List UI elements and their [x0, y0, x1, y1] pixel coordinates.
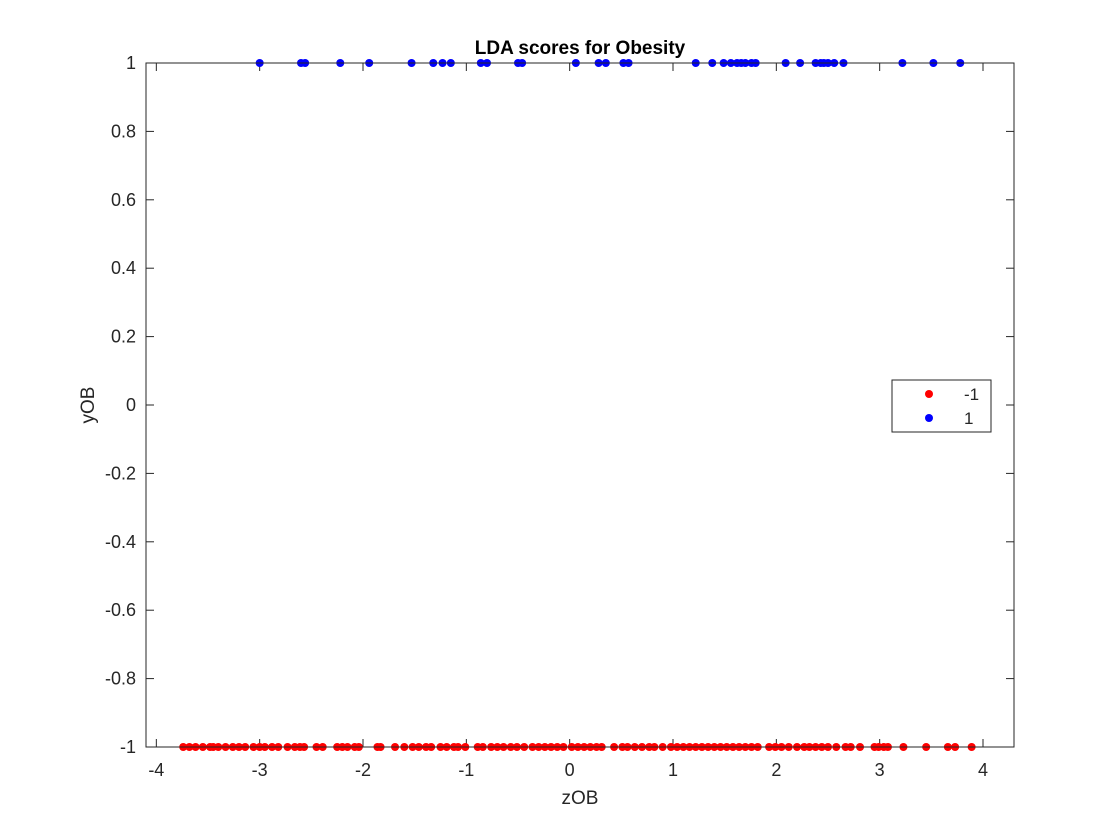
- x-tick-label: 3: [875, 760, 885, 780]
- y-tick-label: -1: [120, 737, 136, 757]
- chart-title: LDA scores for Obesity: [475, 38, 686, 59]
- x-axis-label: zOB: [562, 788, 599, 809]
- y-tick-label: 1: [126, 53, 136, 73]
- plot-area: [146, 63, 1014, 747]
- ticks-layer: -4 -3 -2 -1 0 1 2 3 4 -1 -0.8 -0.6 -0.4 -0.2 0 0.2 0.4 0.…: [105, 53, 1014, 780]
- x-tick-label: 1: [668, 760, 678, 780]
- x-tick-label: 2: [771, 760, 781, 780]
- y-axis-label: yOB: [78, 387, 99, 424]
- y-tick-label: -0.8: [105, 669, 136, 689]
- y-tick-label: 0: [126, 395, 136, 415]
- legend-label-pos1: 1: [964, 409, 973, 428]
- legend-box: [891, 379, 992, 433]
- x-tick-label: -4: [148, 760, 164, 780]
- y-tick-label: 0.6: [111, 190, 136, 210]
- plot-frame: [145, 62, 1015, 748]
- x-tick-label: 4: [978, 760, 988, 780]
- x-tick-label: -2: [355, 760, 371, 780]
- y-tick-label: -0.2: [105, 463, 136, 483]
- legend-marker-pos1: [925, 414, 933, 422]
- x-tick-label: -1: [458, 760, 474, 780]
- x-tick-label: 0: [565, 760, 575, 780]
- legend: -1 1: [891, 379, 992, 433]
- y-tick-label: -0.6: [105, 600, 136, 620]
- x-tick-label: -3: [252, 760, 268, 780]
- y-tick-label: -0.4: [105, 532, 136, 552]
- y-tick-label: 0.4: [111, 258, 136, 278]
- y-tick-label: 0.8: [111, 121, 136, 141]
- y-tick-label: 0.2: [111, 327, 136, 347]
- legend-label-neg1: -1: [964, 385, 979, 404]
- legend-marker-neg1: [925, 390, 933, 398]
